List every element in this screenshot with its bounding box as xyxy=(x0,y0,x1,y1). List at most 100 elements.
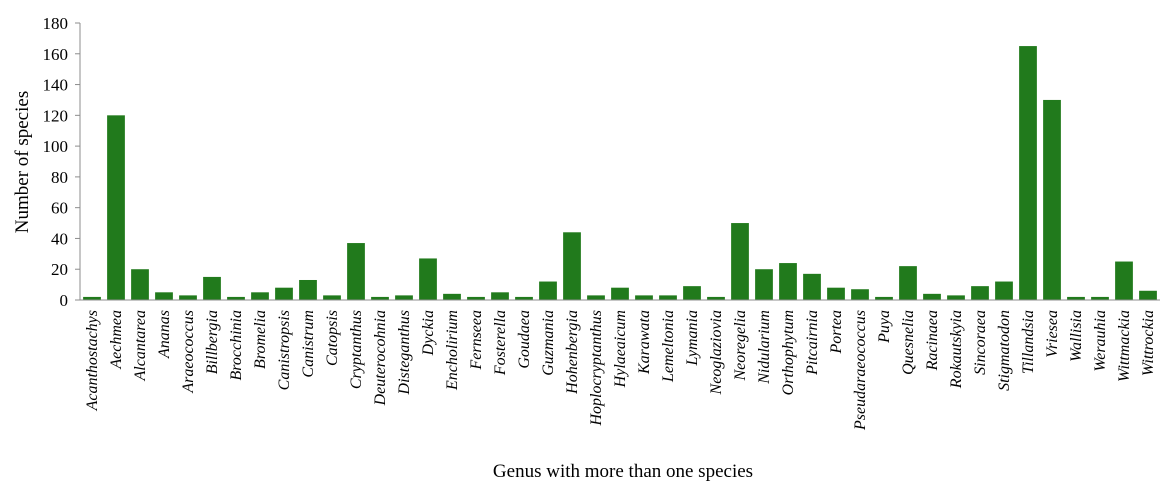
x-tick-label: Karawata xyxy=(636,310,653,375)
y-tick-label: 180 xyxy=(43,14,69,33)
x-axis-title: Genus with more than one species xyxy=(493,461,753,482)
bar xyxy=(899,266,917,300)
bar xyxy=(419,258,437,300)
bar xyxy=(659,295,677,300)
bar xyxy=(875,296,893,300)
bar xyxy=(443,293,461,300)
x-tick-label: Puya xyxy=(876,310,893,344)
x-tick-label: Wittrockia xyxy=(1140,310,1157,376)
bar xyxy=(227,296,245,300)
bar xyxy=(971,286,989,300)
x-tick-label: Deuterocohnia xyxy=(372,310,389,406)
x-axis: Acanthostachys Aechmea Alcantarea Ananas Ara… xyxy=(80,299,1160,431)
x-tick-label: Sincoraea xyxy=(972,310,989,375)
x-tick-label: Tillandsia xyxy=(1020,310,1037,374)
y-tick-label: 160 xyxy=(43,45,69,64)
bar xyxy=(179,295,197,300)
x-tick-label: Werauhia xyxy=(1092,310,1109,372)
x-tick-label: Rokautskyia xyxy=(948,310,965,389)
bar xyxy=(1115,261,1133,300)
x-tick-label: Neoregelia xyxy=(732,310,749,382)
x-tick-label: Hoplocryptanthus xyxy=(588,310,605,427)
y-axis: 0 20 40 60 80 100 120 140 160 180 xyxy=(43,14,81,310)
y-tick-label: 80 xyxy=(51,168,68,187)
bar xyxy=(1067,296,1085,300)
bar xyxy=(299,279,317,300)
y-tick-label: 20 xyxy=(51,260,68,279)
x-tick-label: Aechmea xyxy=(108,310,125,370)
x-tick-label: Canistrum xyxy=(300,310,317,378)
x-tick-label: Vriesea xyxy=(1044,310,1061,358)
x-tick-label: Orthophytum xyxy=(780,310,797,395)
x-tick-label: Neoglaziovia xyxy=(708,310,725,395)
bar xyxy=(947,295,965,300)
x-tick-label: Wallisia xyxy=(1068,310,1085,362)
x-tick-label: Pseudaraeococcus xyxy=(852,310,869,431)
bar xyxy=(635,295,653,300)
bar xyxy=(995,281,1013,300)
bar xyxy=(515,296,533,300)
bar xyxy=(491,292,509,300)
bar xyxy=(1043,99,1061,300)
x-tick-label: Fernseea xyxy=(468,310,485,371)
bar xyxy=(467,296,485,300)
bar xyxy=(755,269,773,300)
bar xyxy=(539,281,557,300)
x-tick-label: Fosterella xyxy=(492,310,509,376)
x-tick-label: Guzmania xyxy=(540,310,557,376)
bar xyxy=(707,296,725,300)
x-tick-label: Hohenbergia xyxy=(564,310,581,395)
bar xyxy=(731,223,749,300)
bar xyxy=(779,263,797,300)
bar xyxy=(1091,296,1109,300)
x-tick-label: Acanthostachys xyxy=(84,310,101,411)
y-tick-label: 100 xyxy=(43,137,69,156)
bars xyxy=(83,46,1157,300)
bar xyxy=(851,289,869,300)
bar xyxy=(1139,290,1157,300)
bar xyxy=(563,232,581,300)
bar xyxy=(683,286,701,300)
x-tick-label: Bromelia xyxy=(252,310,269,369)
bar xyxy=(83,296,101,300)
y-tick-label: 140 xyxy=(43,76,69,95)
x-tick-label: Racinaea xyxy=(924,310,941,371)
bar xyxy=(395,295,413,300)
bar xyxy=(827,287,845,300)
bar xyxy=(1019,46,1037,300)
bar xyxy=(107,115,125,300)
x-tick-label: Alcantarea xyxy=(132,310,149,382)
y-axis-title: Number of species xyxy=(12,91,33,233)
x-tick-label: Ananas xyxy=(156,310,173,359)
x-tick-label: Araeococcus xyxy=(180,310,197,394)
x-tick-label: Brocchinia xyxy=(228,310,245,381)
x-tick-label: Disteganthus xyxy=(396,310,413,395)
x-tick-label: Lemeltonia xyxy=(660,310,677,383)
x-tick-label: Catopsis xyxy=(324,310,341,366)
y-tick-label: 120 xyxy=(43,106,69,125)
x-tick-label: Stigmatodon xyxy=(996,310,1013,391)
bar xyxy=(131,269,149,300)
bar xyxy=(323,295,341,300)
x-tick-label: Portea xyxy=(828,310,845,355)
x-tick-label: Billbergia xyxy=(204,310,221,374)
bar xyxy=(803,273,821,300)
x-tick-label: Encholirium xyxy=(444,310,461,391)
x-tick-label: Wittmackia xyxy=(1116,310,1133,382)
bar xyxy=(275,287,293,300)
x-tick-label: Canistropsis xyxy=(276,310,293,390)
x-tick-label: Hylaeaicum xyxy=(612,310,629,388)
bar xyxy=(251,292,269,300)
y-tick-label: 0 xyxy=(60,291,69,310)
y-tick-label: 40 xyxy=(51,229,68,248)
x-tick-label: Pitcairnia xyxy=(804,310,821,376)
bar xyxy=(923,293,941,300)
x-tick-label: Quesnelia xyxy=(900,310,917,375)
bar xyxy=(371,296,389,300)
bar xyxy=(347,243,365,300)
bar xyxy=(155,292,173,300)
x-tick-label: Dyckia xyxy=(420,310,437,356)
y-tick-label: 60 xyxy=(51,199,68,218)
bar xyxy=(587,295,605,300)
